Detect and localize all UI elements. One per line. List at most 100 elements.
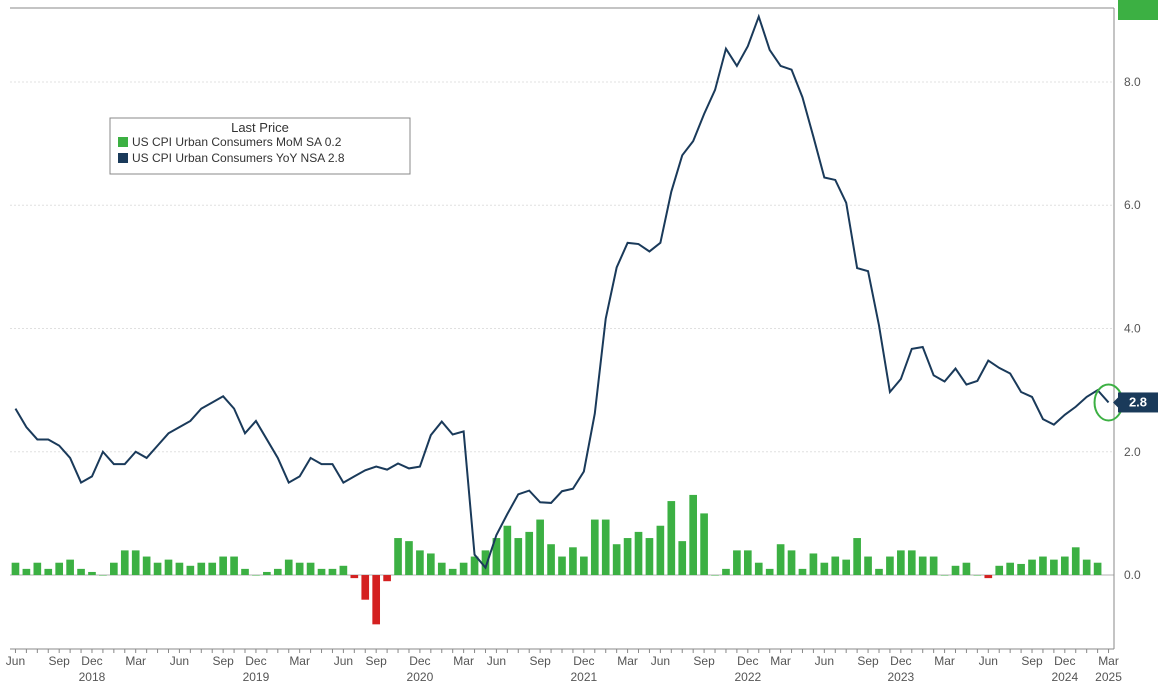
mom-bar (460, 563, 468, 575)
mom-bar (525, 532, 533, 575)
mom-bar (296, 563, 304, 575)
x-year-label: 2022 (734, 670, 761, 684)
mom-bar (274, 569, 282, 575)
mom-bar (88, 572, 96, 575)
mom-bar (864, 557, 872, 575)
mom-bar (55, 563, 63, 575)
mom-bar (77, 569, 85, 575)
mom-bar (329, 569, 337, 575)
mom-bar (1006, 563, 1014, 575)
mom-bar (405, 541, 413, 575)
x-year-label: 2021 (571, 670, 598, 684)
mom-bar (646, 538, 654, 575)
cpi-chart: 0.02.04.06.08.0JunSepDecMarJunSepDecMarJ… (0, 0, 1170, 689)
mom-bar (886, 557, 894, 575)
x-year-label: 2025 (1095, 670, 1122, 684)
mom-bar (952, 566, 960, 575)
x-tick-label: Jun (334, 654, 353, 668)
x-tick-label: Dec (890, 654, 911, 668)
mom-bar (394, 538, 402, 575)
mom-bar (788, 550, 796, 575)
mom-bar (700, 513, 708, 575)
x-tick-label: Dec (245, 654, 266, 668)
mom-bar (766, 569, 774, 575)
mom-bar (44, 569, 52, 575)
mom-bar (908, 550, 916, 575)
x-tick-label: Dec (737, 654, 758, 668)
mom-bar (318, 569, 326, 575)
mom-bar (657, 526, 665, 575)
x-tick-label: Jun (170, 654, 189, 668)
mom-bar (143, 557, 151, 575)
mom-bar (722, 569, 730, 575)
mom-bar (591, 520, 599, 575)
legend-title: Last Price (231, 120, 289, 135)
mom-bar (635, 532, 643, 575)
mom-bar (383, 575, 391, 581)
x-tick-label: Sep (693, 654, 715, 668)
x-tick-label: Sep (529, 654, 551, 668)
x-tick-label: Dec (409, 654, 430, 668)
chart-svg: 0.02.04.06.08.0JunSepDecMarJunSepDecMarJ… (0, 0, 1170, 689)
x-tick-label: Sep (1021, 654, 1043, 668)
mom-bar (176, 563, 184, 575)
mom-bar (165, 560, 173, 575)
mom-bar (66, 560, 74, 575)
mom-bar (1039, 557, 1047, 575)
mom-bar (678, 541, 686, 575)
x-tick-label: Dec (81, 654, 102, 668)
series_bar-badge (1118, 0, 1158, 20)
mom-bar (350, 575, 358, 578)
mom-bar (667, 501, 675, 575)
mom-bar (711, 575, 719, 576)
mom-bar (974, 575, 982, 576)
y-tick-label: 2.0 (1124, 445, 1141, 459)
mom-bar (777, 544, 785, 575)
mom-bar (1061, 557, 1069, 575)
mom-bar (963, 563, 971, 575)
mom-bar (580, 557, 588, 575)
legend-swatch (118, 137, 128, 147)
mom-bar (744, 550, 752, 575)
mom-bar (995, 566, 1003, 575)
mom-bar (689, 495, 697, 575)
x-year-label: 2020 (407, 670, 434, 684)
mom-bar (12, 563, 20, 575)
mom-bar (285, 560, 293, 575)
mom-bar (34, 563, 42, 575)
mom-bar (230, 557, 238, 575)
x-tick-label: Mar (770, 654, 791, 668)
y-tick-label: 0.0 (1124, 568, 1141, 582)
mom-bar (208, 563, 216, 575)
x-tick-label: Mar (289, 654, 310, 668)
x-tick-label: Dec (1054, 654, 1075, 668)
mom-bar (307, 563, 315, 575)
x-year-label: 2024 (1051, 670, 1078, 684)
mom-bar (853, 538, 861, 575)
x-tick-label: Mar (934, 654, 955, 668)
x-tick-label: Jun (651, 654, 670, 668)
mom-bar (613, 544, 621, 575)
mom-bar (504, 526, 512, 575)
mom-bar (449, 569, 457, 575)
x-tick-label: Jun (815, 654, 834, 668)
mom-bar (241, 569, 249, 575)
x-tick-label: Sep (365, 654, 387, 668)
mom-bar (219, 557, 227, 575)
mom-bar (897, 550, 905, 575)
mom-bar (361, 575, 369, 600)
x-tick-label: Sep (49, 654, 71, 668)
mom-bar (733, 550, 741, 575)
mom-bar (821, 563, 829, 575)
mom-bar (514, 538, 522, 575)
mom-bar (372, 575, 380, 624)
mom-bar (340, 566, 348, 575)
mom-bar (810, 553, 818, 575)
mom-bar (99, 575, 107, 576)
mom-bar (121, 550, 129, 575)
x-tick-label: Mar (453, 654, 474, 668)
mom-bar (1050, 560, 1058, 575)
mom-bar (930, 557, 938, 575)
mom-bar (755, 563, 763, 575)
mom-bar (197, 563, 205, 575)
